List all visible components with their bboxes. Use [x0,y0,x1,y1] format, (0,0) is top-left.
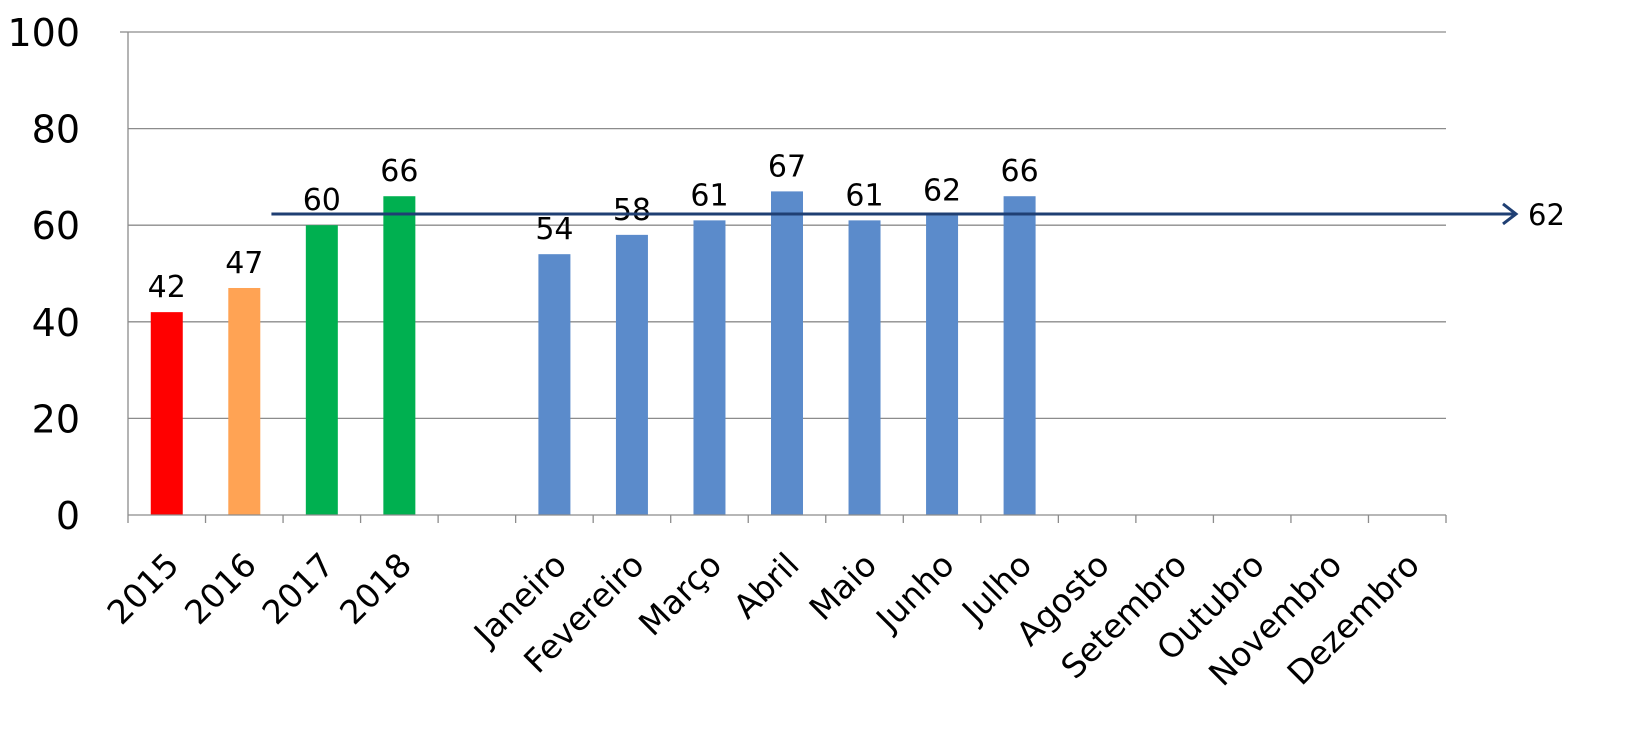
data-label-2016: 47 [225,246,263,281]
data-label-Abril: 67 [768,149,806,184]
bar-2018 [383,196,416,515]
axes [120,31,1447,523]
bar-Julho [1003,196,1036,515]
data-labels: 42 47 60 66 54 58 61 67 61 62 66 [148,149,1039,305]
bar-2015 [150,312,183,515]
y-tick-label-60: 60 [32,204,80,248]
x-tick-label-2018: 2018 [332,545,419,632]
reference-line-arrowhead [1502,202,1519,226]
data-label-Março: 61 [690,178,728,213]
bar-Maio [848,220,881,515]
x-tick-label-2017: 2017 [255,545,342,632]
y-tick-label-100: 100 [7,11,80,55]
y-tick-label-20: 20 [32,397,80,441]
reference-line: 62 [271,198,1565,232]
y-axis-tick-labels: 0 20 40 60 80 100 [7,11,80,538]
bars [150,191,1036,516]
bar-Janeiro [538,254,571,515]
x-tick-label-Abril: Abril [726,545,807,626]
data-label-2018: 66 [380,154,418,189]
y-tick-label-0: 0 [56,494,80,538]
y-tick-label-80: 80 [32,108,80,152]
data-label-Janeiro: 54 [535,212,573,247]
data-label-2015: 42 [148,270,186,305]
bar-2016 [228,287,261,515]
bar-Março [693,220,726,515]
data-label-Fevereiro: 58 [613,193,651,228]
x-tick-label-2015: 2015 [99,545,186,632]
y-tick-label-40: 40 [32,301,80,345]
bar-Fevereiro [615,234,648,516]
x-tick-label-Maio: Maio [801,545,884,628]
data-label-Maio: 61 [845,178,883,213]
x-tick-label-Junho: Junho [867,545,962,640]
bar-2017 [305,225,338,515]
reference-line-label: 62 [1528,198,1565,232]
data-label-Junho: 62 [923,174,961,209]
x-tick-label-2016: 2016 [177,545,264,632]
bar-Junho [926,215,959,516]
data-label-Julho: 66 [1000,154,1038,189]
bar-Abril [771,191,803,515]
x-tick-label-Março: Março [631,545,729,643]
data-label-2017: 60 [303,183,341,218]
